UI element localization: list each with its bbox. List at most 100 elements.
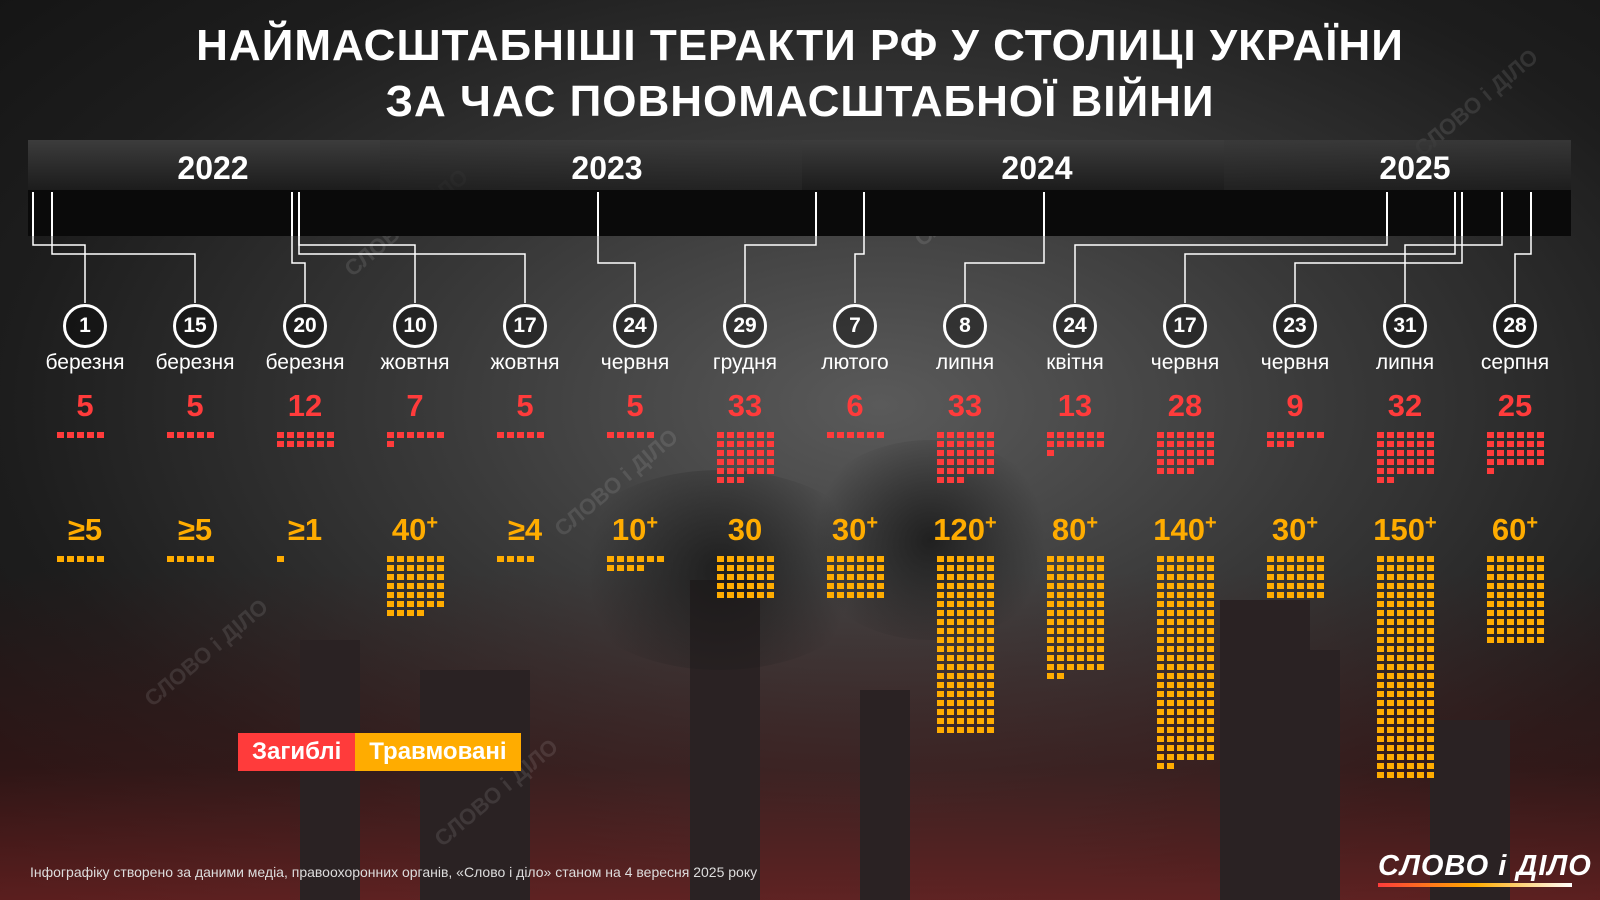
dead-square <box>1176 450 1184 456</box>
injured-square <box>746 583 754 589</box>
injured-square <box>1506 619 1514 625</box>
injured-square <box>1486 610 1494 616</box>
year-band-2025 <box>1224 140 1571 190</box>
injured-square <box>1046 565 1054 571</box>
injured-square <box>1396 763 1404 769</box>
injured-square <box>1306 583 1314 589</box>
injured-square <box>1176 727 1184 733</box>
dead-square <box>1426 459 1434 465</box>
year-label-2024: 2024 <box>1001 150 1073 186</box>
dead-square <box>276 432 284 438</box>
dead-count: 7 <box>406 388 424 423</box>
injured-square <box>1496 601 1504 607</box>
injured-square <box>876 574 884 580</box>
injured-square <box>746 556 754 562</box>
injured-square <box>1186 637 1194 643</box>
event-day: 15 <box>173 304 217 348</box>
injured-square <box>1386 565 1394 571</box>
injured-square <box>976 610 984 616</box>
dead-square <box>1516 441 1524 447</box>
dead-square <box>1396 459 1404 465</box>
dead-square <box>936 441 944 447</box>
dead-square <box>936 477 944 483</box>
injured-square <box>946 718 954 724</box>
injured-square <box>976 637 984 643</box>
dead-grid <box>910 432 1020 483</box>
dead-square <box>956 477 964 483</box>
injured-square <box>1506 610 1514 616</box>
injured-square <box>1426 628 1434 634</box>
injured-square <box>946 664 954 670</box>
dead-grid <box>580 432 690 438</box>
injured-square <box>1376 664 1384 670</box>
injured-square <box>1426 772 1434 778</box>
injured-square <box>1406 655 1414 661</box>
dead-square <box>166 432 174 438</box>
injured-square <box>1206 592 1214 598</box>
dead-square <box>1426 441 1434 447</box>
injured-square <box>946 646 954 652</box>
injured-square <box>1156 556 1164 562</box>
event-month: червня <box>600 351 670 374</box>
injured-square <box>1386 601 1394 607</box>
injured-square <box>1426 646 1434 652</box>
injured-square <box>1186 592 1194 598</box>
injured-square <box>956 583 964 589</box>
injured-square <box>1206 673 1214 679</box>
injured-square <box>1086 592 1094 598</box>
injured-square <box>956 727 964 733</box>
injured-square <box>1206 610 1214 616</box>
event-day: 17 <box>503 304 547 348</box>
injured-square <box>1376 574 1384 580</box>
injured-square <box>76 556 84 562</box>
injured-square <box>1286 556 1294 562</box>
injured-square <box>1416 709 1424 715</box>
injured-square <box>1156 709 1164 715</box>
dead-square <box>846 432 854 438</box>
injured-squares <box>800 556 910 598</box>
injured-square <box>1186 574 1194 580</box>
injured-square <box>1406 556 1414 562</box>
injured-square <box>956 664 964 670</box>
injured-square <box>1096 664 1104 670</box>
page-title: НАЙМАСШТАБНІШІ ТЕРАКТИ РФ У СТОЛИЦІ УКРА… <box>0 18 1600 130</box>
injured-square <box>1416 556 1424 562</box>
injured-square <box>936 583 944 589</box>
injured-square <box>936 574 944 580</box>
injured-square <box>866 556 874 562</box>
dead-square <box>966 441 974 447</box>
dead-square <box>1536 459 1544 465</box>
injured-square <box>1266 556 1274 562</box>
injured-square <box>936 700 944 706</box>
injured-square <box>1086 628 1094 634</box>
dead-grid <box>1460 432 1570 474</box>
source-note: Інфографіку створено за даними медіа, пр… <box>30 864 758 880</box>
injured-square <box>986 646 994 652</box>
injured-squares <box>1020 556 1130 679</box>
injured-square <box>1196 592 1204 598</box>
injured-square <box>986 574 994 580</box>
injured-square <box>966 610 974 616</box>
title-line-2: ЗА ЧАС ПОВНОМАСШТАБНОЇ ВІЙНИ <box>385 77 1215 126</box>
dead-square <box>1406 450 1414 456</box>
injured-square <box>1426 763 1434 769</box>
injured-square <box>386 556 394 562</box>
injured-square <box>966 655 974 661</box>
event-column: 28 серпня 25 60+ <box>1460 304 1570 643</box>
injured-square <box>1376 745 1384 751</box>
event-month: червня <box>1150 351 1220 374</box>
injured-square <box>936 709 944 715</box>
injured-square <box>1386 592 1394 598</box>
dead-square <box>1406 432 1414 438</box>
injured-grid <box>1460 556 1570 643</box>
injured-count: 30 <box>690 512 800 548</box>
event-month: квітня <box>1046 351 1104 374</box>
dead-square <box>736 441 744 447</box>
dead-square <box>1496 432 1504 438</box>
injured-square <box>966 727 974 733</box>
injured-square <box>416 610 424 616</box>
dead-square <box>756 459 764 465</box>
dead-square <box>1046 432 1054 438</box>
injured-square <box>956 556 964 562</box>
event-column: 24 квітня 13 80+ <box>1020 304 1130 679</box>
